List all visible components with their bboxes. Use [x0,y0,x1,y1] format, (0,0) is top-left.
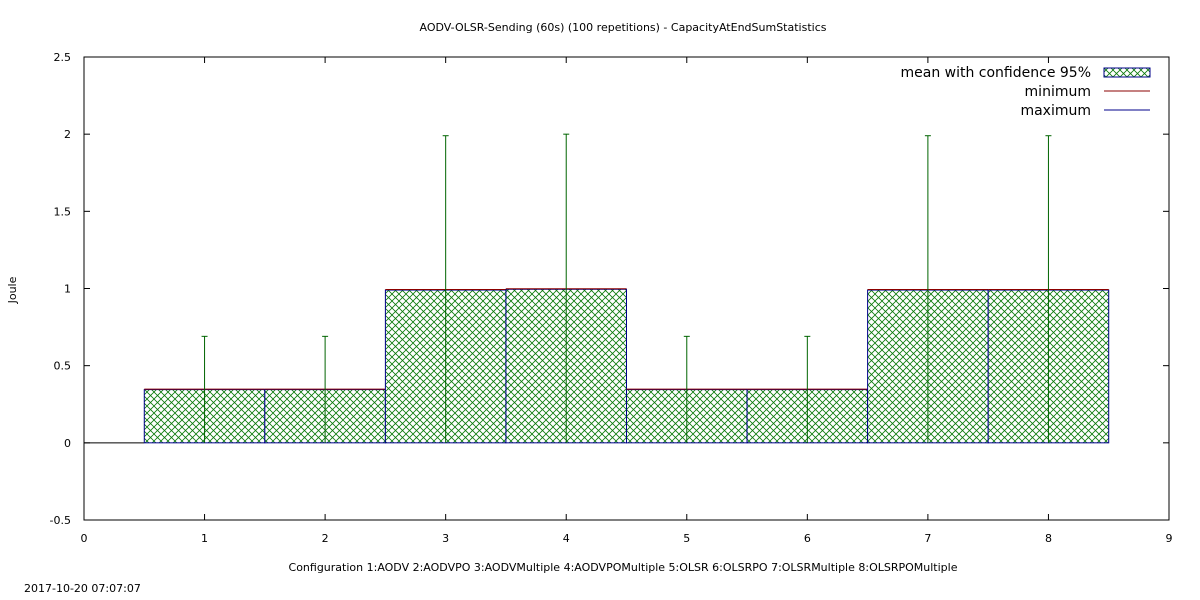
x-tick-label: 0 [81,532,88,545]
y-tick-label: 0 [64,437,71,450]
plot-frame [83,56,1170,521]
legend-label: maximum [1020,103,1091,119]
y-tick-label: 1.5 [54,205,72,218]
chart-title: AODV-OLSR-Sending (60s) (100 repetitions… [420,21,827,34]
timestamp: 2017-10-20 07:07:07 [24,582,141,595]
y-tick-label: -0.5 [50,514,71,527]
x-tick-label: 8 [1045,532,1052,545]
legend-label: minimum [1025,84,1091,100]
x-tick-label: 1 [201,532,208,545]
x-axis-label: Configuration 1:AODV 2:AODVPO 3:AODVMult… [289,561,958,574]
x-tick-label: 6 [804,532,811,545]
y-tick-label: 0.5 [54,360,72,373]
x-tick-label: 4 [563,532,570,545]
y-tick-label: 2.5 [54,51,72,64]
legend-label: mean with confidence 95% [900,65,1091,81]
x-tick-label: 9 [1166,532,1173,545]
legend-swatch-mean [1103,67,1151,78]
x-tick-label: 5 [683,532,690,545]
y-tick-label: 1 [64,283,71,296]
y-axis-label: Joule [6,276,19,304]
legend: mean with confidence 95% minimum maximum [900,65,1151,119]
x-tick-label: 3 [442,532,449,545]
x-tick-label: 2 [322,532,329,545]
y-tick-label: 2 [64,128,71,141]
x-tick-label: 7 [924,532,931,545]
